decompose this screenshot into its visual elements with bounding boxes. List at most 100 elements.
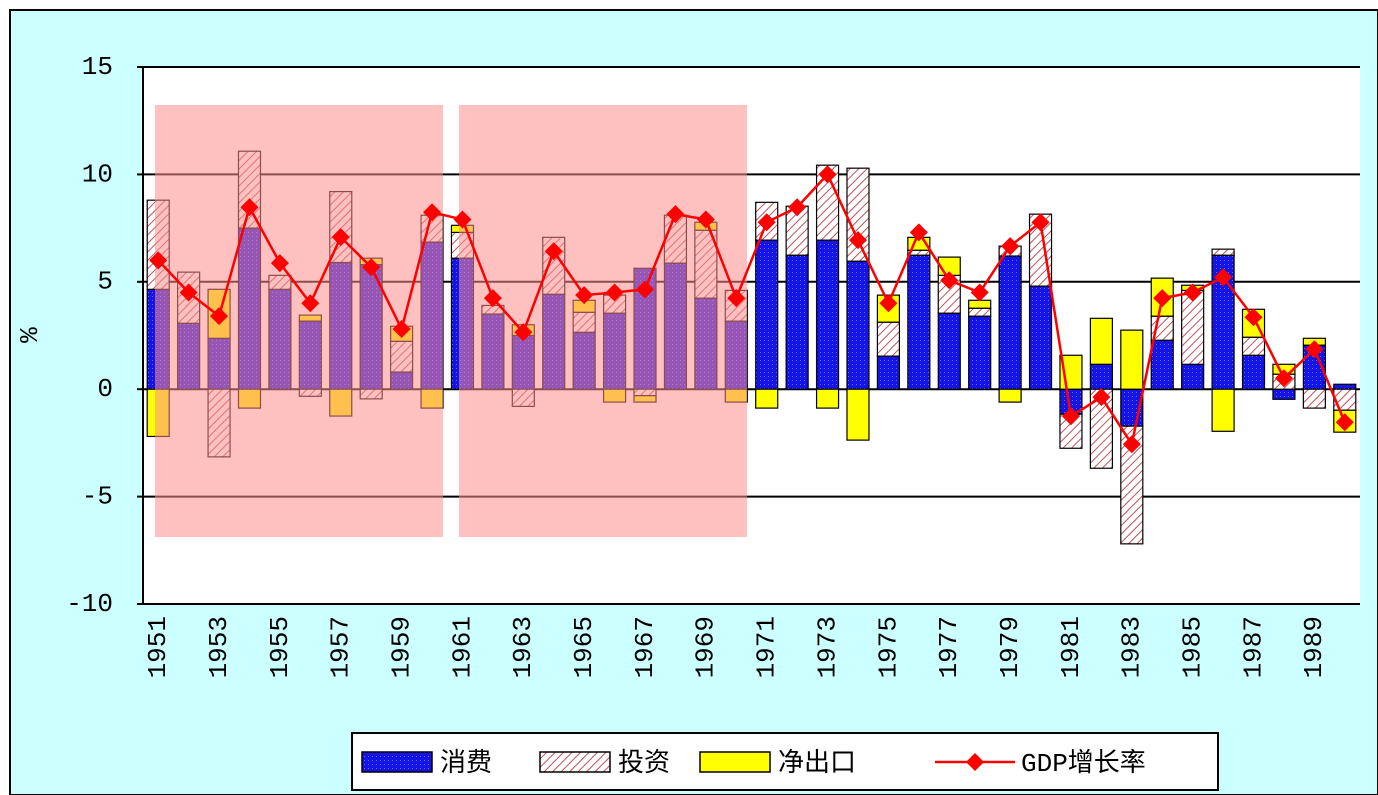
y-tick-label: -5 (82, 481, 113, 511)
bar (846, 388, 870, 441)
legend-label: 消费 (440, 748, 492, 779)
bar (937, 312, 961, 390)
line-marker (636, 280, 655, 299)
bar (876, 355, 901, 390)
line (157, 172, 1346, 448)
line-marker (848, 231, 867, 250)
bar (1333, 388, 1357, 411)
line-marker (483, 289, 502, 308)
line-marker (514, 323, 533, 342)
x-tick-label: 1955 (265, 616, 295, 678)
x-tick-label: 1987 (1238, 616, 1268, 678)
shaded-period (459, 105, 747, 537)
line-marker (392, 320, 411, 339)
line-marker (1061, 407, 1080, 426)
line-marker (605, 283, 624, 302)
line-marker (149, 251, 168, 270)
line-marker (940, 271, 959, 290)
legend-swatch (966, 753, 984, 771)
y-tick-label: 15 (82, 52, 113, 82)
x-tick-label: 1957 (326, 616, 356, 678)
line-marker (240, 198, 259, 217)
line-marker (696, 210, 715, 229)
line-marker (727, 289, 746, 308)
x-tick-label: 1965 (569, 616, 599, 678)
line-marker (575, 286, 594, 305)
x-tick-label: 1971 (752, 616, 782, 678)
x-tick-label: 1967 (630, 616, 660, 678)
bar (1211, 248, 1235, 256)
y-tick-label: 0 (97, 374, 113, 404)
bar (1028, 285, 1053, 390)
line-marker (1122, 435, 1141, 454)
bar (755, 388, 779, 409)
line-marker (818, 165, 837, 184)
bar (1089, 363, 1113, 390)
line-marker (1214, 268, 1233, 287)
line-marker (1244, 308, 1263, 327)
bar (1241, 336, 1266, 356)
legend-label: GDP增长率 (1021, 748, 1146, 779)
x-tick-label: 1977 (934, 616, 964, 678)
line-marker (179, 283, 198, 302)
x-tick-label: 1953 (204, 616, 234, 678)
x-tick-label: 1983 (1117, 616, 1147, 678)
line-marker (362, 258, 381, 277)
bar (968, 315, 992, 390)
bar (755, 239, 779, 390)
line-marker (1183, 283, 1202, 302)
line-marker (970, 283, 989, 302)
line-marker (544, 242, 563, 261)
x-tick-label: 1989 (1299, 616, 1329, 678)
bar (1211, 388, 1235, 432)
line-marker (1153, 289, 1172, 308)
line-marker (1305, 340, 1324, 359)
bar (1333, 383, 1357, 390)
bar (815, 388, 840, 409)
bar (1181, 363, 1205, 390)
bar (785, 254, 809, 390)
bar (815, 239, 840, 390)
line-marker (210, 307, 229, 326)
x-tick-label: 1963 (508, 616, 538, 678)
bar (998, 388, 1022, 403)
line-marker (666, 205, 685, 224)
bar (998, 255, 1022, 390)
x-tick-label: 1979 (995, 616, 1025, 678)
x-tick-label: 1959 (386, 616, 416, 678)
line-marker (909, 223, 928, 242)
line-marker (1335, 413, 1354, 432)
line-marker (453, 210, 472, 229)
legend-swatch (539, 751, 611, 773)
y-tick-label: -10 (66, 589, 113, 619)
line-marker (1274, 369, 1293, 388)
y-axis-label: % (15, 327, 45, 343)
bar (1272, 388, 1296, 400)
y-tick-label: 10 (82, 159, 113, 189)
legend (351, 732, 1219, 791)
bar (876, 321, 901, 357)
line-marker (331, 228, 350, 247)
line-marker (1031, 213, 1050, 232)
shaded-period (155, 105, 443, 537)
bar (907, 254, 931, 390)
line-marker (788, 198, 807, 217)
legend-label: 净出口 (778, 748, 856, 779)
line-marker (879, 294, 898, 313)
legend-swatch (699, 751, 771, 773)
line-marker (301, 294, 320, 313)
bar (1120, 329, 1144, 390)
x-tick-label: 1981 (1056, 616, 1086, 678)
x-tick-label: 1973 (812, 616, 842, 678)
y-tick-label: 5 (97, 267, 113, 297)
line-marker (757, 213, 776, 232)
x-tick-label: 1985 (1178, 616, 1208, 678)
x-tick-label: 1969 (691, 616, 721, 678)
bar (1241, 354, 1266, 390)
x-tick-label: 1975 (873, 616, 903, 678)
line-marker (1001, 237, 1020, 256)
x-tick-label: 1951 (143, 616, 173, 678)
bar (1150, 339, 1174, 390)
